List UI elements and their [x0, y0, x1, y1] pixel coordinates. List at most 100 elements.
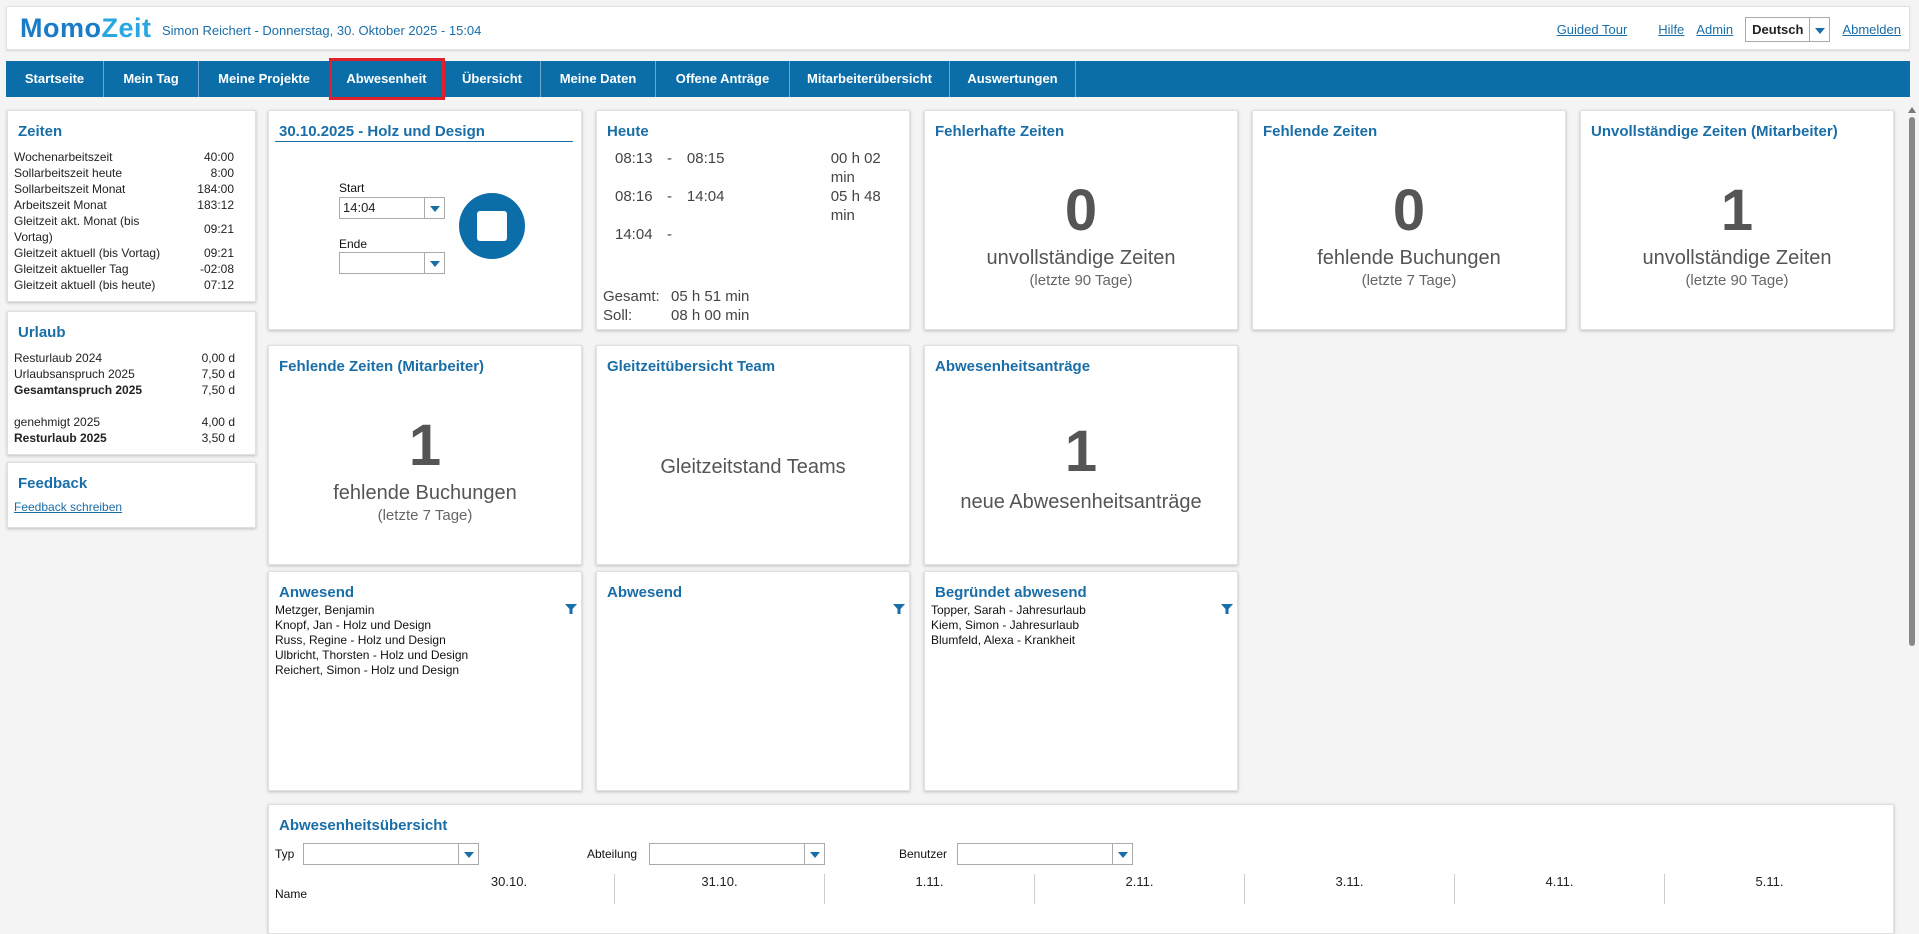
chevron-down-icon — [463, 852, 474, 858]
abwesenheitsantraege-text: neue Abwesenheitsanträge — [960, 491, 1202, 513]
department-filter-dropdown-button[interactable] — [804, 844, 824, 864]
admin-link[interactable]: Admin — [1696, 22, 1734, 37]
logout-link[interactable]: Abmelden — [1842, 22, 1901, 37]
main-nav: Startseite Mein Tag Meine Projekte Abwes… — [6, 58, 1910, 100]
date-column-header: 3.11. — [1244, 874, 1454, 904]
start-time-select[interactable]: 14:04 — [339, 197, 445, 219]
zeiten-panel: Zeiten Wochenarbeitszeit 40:00 Sollarbeit… — [7, 110, 256, 302]
today-title: Heute — [607, 123, 649, 140]
booking-panel: 30.10.2025 - Holz und Design Start 14:04… — [268, 110, 582, 330]
today-entries: 08:13-08:15 00 h 02 min 08:16-14:04 05 h 4… — [615, 149, 909, 244]
gleitzeit-team-text: Gleitzeitstand Teams — [660, 456, 846, 478]
fehlerhafte-zeiten-panel[interactable]: Fehlerhafte Zeiten 0 unvollständige Zeit… — [924, 110, 1238, 330]
feedback-link[interactable]: Feedback schreiben — [14, 500, 123, 514]
department-filter-select[interactable] — [649, 843, 825, 865]
date-column-header: 4.11. — [1454, 874, 1664, 904]
scroll-up-icon[interactable] — [1908, 107, 1916, 113]
type-filter-dropdown-button[interactable] — [458, 844, 478, 864]
time-entry: 08:13-08:15 00 h 02 min — [615, 150, 881, 186]
zeiten-row: Arbeitszeit Monat 183:12 — [14, 198, 234, 212]
tab-startseite[interactable]: Startseite — [6, 61, 104, 97]
start-time-value: 14:04 — [343, 200, 376, 215]
type-filter-select[interactable] — [303, 843, 479, 865]
user-info: Simon Reichert - Donnerstag, 30. Oktober… — [162, 23, 482, 38]
begruendet-abwesend-list: Topper, Sarah - Jahresurlaub Kiem, Simon… — [931, 603, 1086, 648]
target-value: 08 h 00 min — [671, 307, 750, 324]
tab-auswertungen[interactable]: Auswertungen — [950, 61, 1076, 97]
user-filter-select[interactable] — [957, 843, 1133, 865]
chevron-down-icon — [429, 261, 440, 267]
urlaub-spacer — [14, 398, 235, 414]
fehlende-zeiten-panel[interactable]: Fehlende Zeiten 0 fehlende Buchungen (le… — [1252, 110, 1566, 330]
gleitzeit-team-panel[interactable]: Gleitzeitübersicht Team Gleitzeitstand T… — [596, 345, 910, 565]
zeiten-row: Sollarbeitszeit Monat 184:00 — [14, 182, 234, 196]
urlaub-row: Resturlaub 2025 3,50 d — [14, 431, 235, 445]
fehlerhafte-zeiten-count: 0 — [1064, 178, 1098, 243]
end-label: Ende — [339, 237, 368, 251]
list-item: Metzger, Benjamin — [275, 603, 375, 617]
booking-divider — [275, 141, 573, 142]
date-column-header: 2.11. — [1034, 874, 1244, 904]
unvollstaendige-zeiten-ma-title: Unvollständige Zeiten (Mitarbeiter) — [1591, 123, 1838, 140]
type-filter-label: Typ — [275, 847, 295, 861]
date-column-header: 30.10. — [490, 874, 528, 889]
user-filter-dropdown-button[interactable] — [1112, 844, 1132, 864]
filter-icon[interactable] — [565, 604, 577, 614]
start-time-dropdown-button[interactable] — [424, 198, 444, 218]
language-dropdown-button[interactable] — [1809, 18, 1829, 41]
chevron-down-icon — [809, 852, 820, 858]
list-item: Reichert, Simon - Holz und Design — [275, 663, 460, 677]
urlaub-row: genehmigt 2025 4,00 d — [14, 415, 235, 429]
tab-uebersicht[interactable]: Übersicht — [444, 61, 541, 97]
time-entry: 08:16-14:04 05 h 48 min — [615, 188, 881, 224]
tab-abwesenheit[interactable]: Abwesenheit — [329, 58, 445, 100]
begruendet-abwesend-panel: Begründet abwesend Topper, Sarah - Jahre… — [924, 571, 1238, 791]
anwesend-title: Anwesend — [279, 584, 355, 601]
tab-meine-daten[interactable]: Meine Daten — [541, 61, 656, 97]
language-select[interactable]: Deutsch — [1745, 17, 1831, 42]
user-filter-label: Benutzer — [899, 847, 948, 861]
fehlende-zeiten-title: Fehlende Zeiten — [1263, 123, 1378, 140]
today-summary: Gesamt: 05 h 51 min Soll: 08 h 00 min — [603, 287, 749, 325]
abwesend-panel: Abwesend — [596, 571, 910, 791]
help-link[interactable]: Hilfe — [1658, 22, 1685, 37]
list-item: Knopf, Jan - Holz und Design — [275, 618, 432, 632]
end-time-select[interactable] — [339, 252, 445, 274]
tab-meine-projekte[interactable]: Meine Projekte — [199, 61, 330, 97]
tab-mein-tag[interactable]: Mein Tag — [104, 61, 199, 97]
feedback-panel: Feedback Feedback schreiben — [7, 462, 256, 528]
target-label: Soll: — [603, 307, 633, 324]
page-scrollbar[interactable] — [1906, 107, 1918, 917]
unvollstaendige-zeiten-ma-panel[interactable]: Unvollständige Zeiten (Mitarbeiter) 1 un… — [1580, 110, 1894, 330]
zeiten-row: Gleitzeit akt. Monat (bis Vortag) 09:21 — [14, 214, 234, 244]
fehlende-zeiten-ma-panel[interactable]: Fehlende Zeiten (Mitarbeiter) 1 fehlende… — [268, 345, 582, 565]
fehlerhafte-zeiten-title: Fehlerhafte Zeiten — [935, 123, 1065, 140]
guided-tour-link[interactable]: Guided Tour — [1556, 22, 1628, 37]
abwesenheitsantraege-panel[interactable]: Abwesenheitsanträge 1 neue Abwesenheitsa… — [924, 345, 1238, 565]
anwesend-panel: Anwesend Metzger, Benjamin Knopf, Jan - … — [268, 571, 582, 791]
tab-offene-antraege[interactable]: Offene Anträge — [656, 61, 790, 97]
abwesenheitsantraege-count: 1 — [1064, 419, 1098, 484]
filter-icon[interactable] — [1221, 604, 1233, 614]
end-time-dropdown-button[interactable] — [424, 253, 444, 273]
app-logo[interactable]: MomoZeit — [20, 13, 152, 43]
list-item: Blumfeld, Alexa - Krankheit — [931, 633, 1076, 647]
stop-button[interactable] — [459, 193, 525, 259]
fehlende-zeiten-ma-count: 1 — [408, 413, 442, 478]
scrollbar-thumb[interactable] — [1909, 117, 1915, 646]
begruendet-abwesend-title: Begründet abwesend — [935, 584, 1087, 601]
date-column-header: 31.10. — [614, 874, 824, 904]
zeiten-row: Sollarbeitszeit heute 8:00 — [14, 166, 234, 180]
zeiten-title: Zeiten — [18, 123, 63, 140]
urlaub-title: Urlaub — [18, 324, 66, 341]
unvollstaendige-zeiten-ma-sub: (letzte 90 Tage) — [1685, 272, 1789, 289]
fehlende-zeiten-count: 0 — [1392, 178, 1426, 243]
time-entry: 14:04- — [615, 226, 672, 243]
fehlende-zeiten-ma-sub: (letzte 7 Tage) — [377, 507, 473, 524]
language-value: Deutsch — [1752, 22, 1804, 37]
unvollstaendige-zeiten-ma-count: 1 — [1720, 178, 1754, 243]
tab-mitarbeiteruebersicht[interactable]: Mitarbeiterübersicht — [790, 61, 950, 97]
chevron-down-icon — [1117, 852, 1128, 858]
filter-icon[interactable] — [893, 604, 905, 614]
zeiten-row: Gleitzeit aktuell (bis Vortag) 09:21 — [14, 246, 234, 260]
